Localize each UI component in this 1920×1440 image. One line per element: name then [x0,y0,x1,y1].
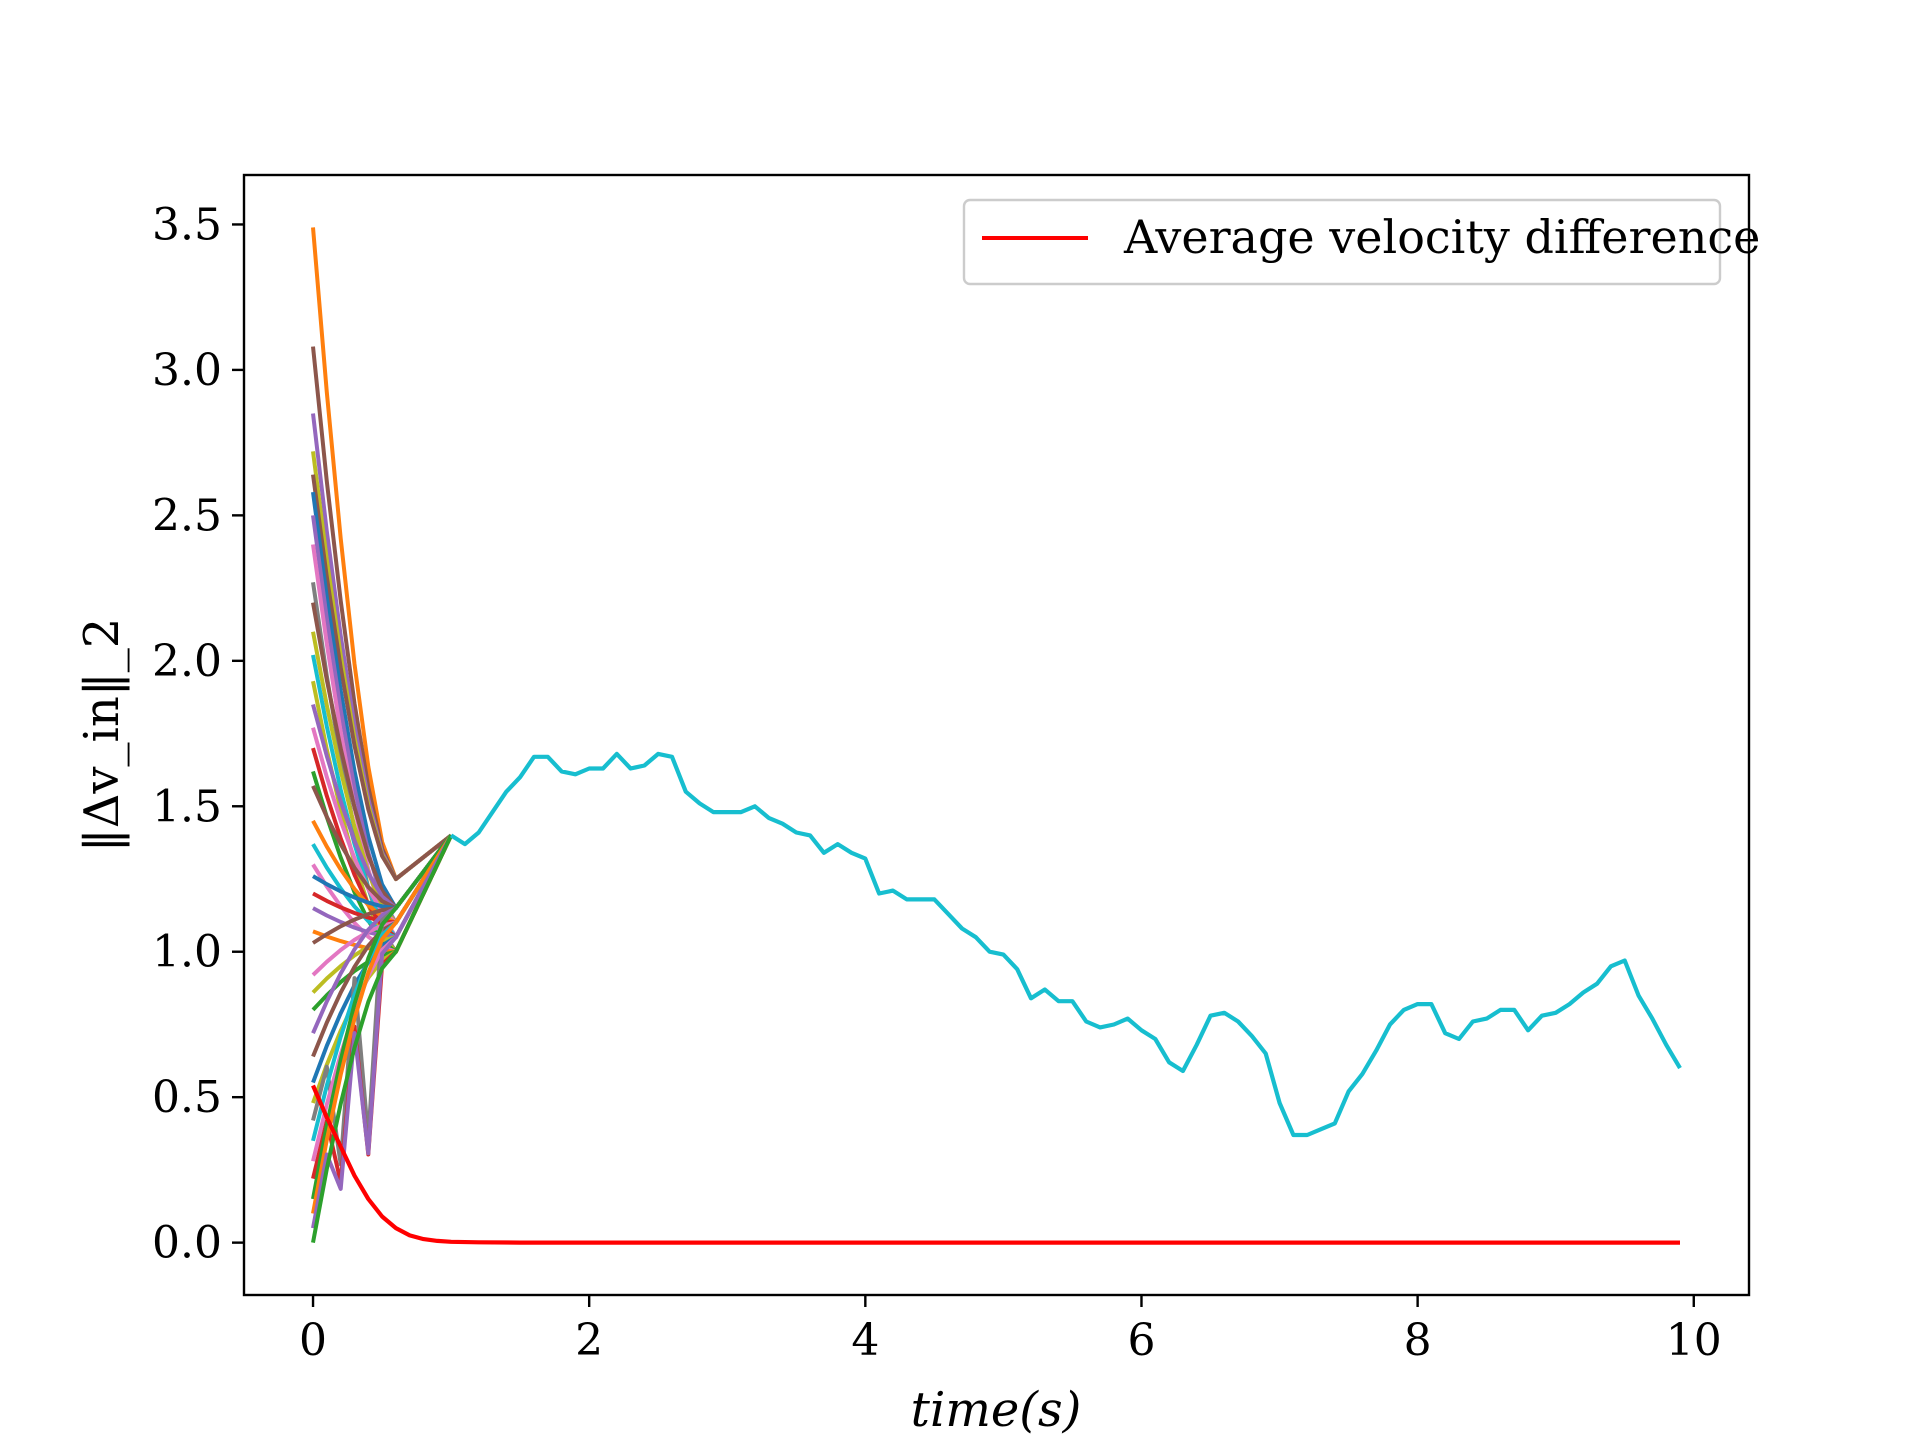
y-tick-label: 2.0 [152,636,222,687]
x-axis: 0 2 4 6 8 10 [299,1295,1722,1366]
x-tick-label: 0 [299,1315,327,1366]
x-axis-label: time(s) [911,1382,1082,1438]
y-tick-label: 3.5 [152,199,222,250]
y-tick-label: 0.0 [152,1218,222,1269]
agent-lines [311,227,453,1243]
y-tick-label: 1.5 [152,781,222,832]
agent-line [311,834,453,1214]
x-tick-label: 8 [1404,1315,1432,1366]
y-axis: 0.0 0.5 1.0 1.5 2.0 2.5 3.0 3.5 [152,199,244,1269]
agent-line [311,834,453,1243]
y-tick-label: 0.5 [152,1072,222,1123]
converged-line [449,751,1682,1138]
agent-line [311,834,453,1200]
converged-lines [449,751,1682,1138]
y-tick-label: 1.0 [152,927,222,978]
average-lines [311,1084,1680,1245]
agent-line [311,474,453,881]
agent-line [311,834,453,1229]
legend-label-average-velocity-difference: Average velocity difference [1123,210,1760,264]
y-axis-label: ‖Δv_in‖_2 [74,618,130,853]
y-tick-label: 2.5 [152,490,222,541]
x-tick-label: 4 [851,1315,879,1366]
plot-area [244,175,1749,1295]
series-line-average-velocity-difference [311,1084,1680,1245]
legend-box [962,198,1722,286]
legend: Average velocity difference [962,198,1760,286]
x-tick-label: 6 [1127,1315,1155,1366]
x-tick-label: 10 [1666,1315,1722,1366]
y-tick-label: 3.0 [152,345,222,396]
plot-frame [242,173,1751,1297]
x-tick-label: 2 [575,1315,603,1366]
